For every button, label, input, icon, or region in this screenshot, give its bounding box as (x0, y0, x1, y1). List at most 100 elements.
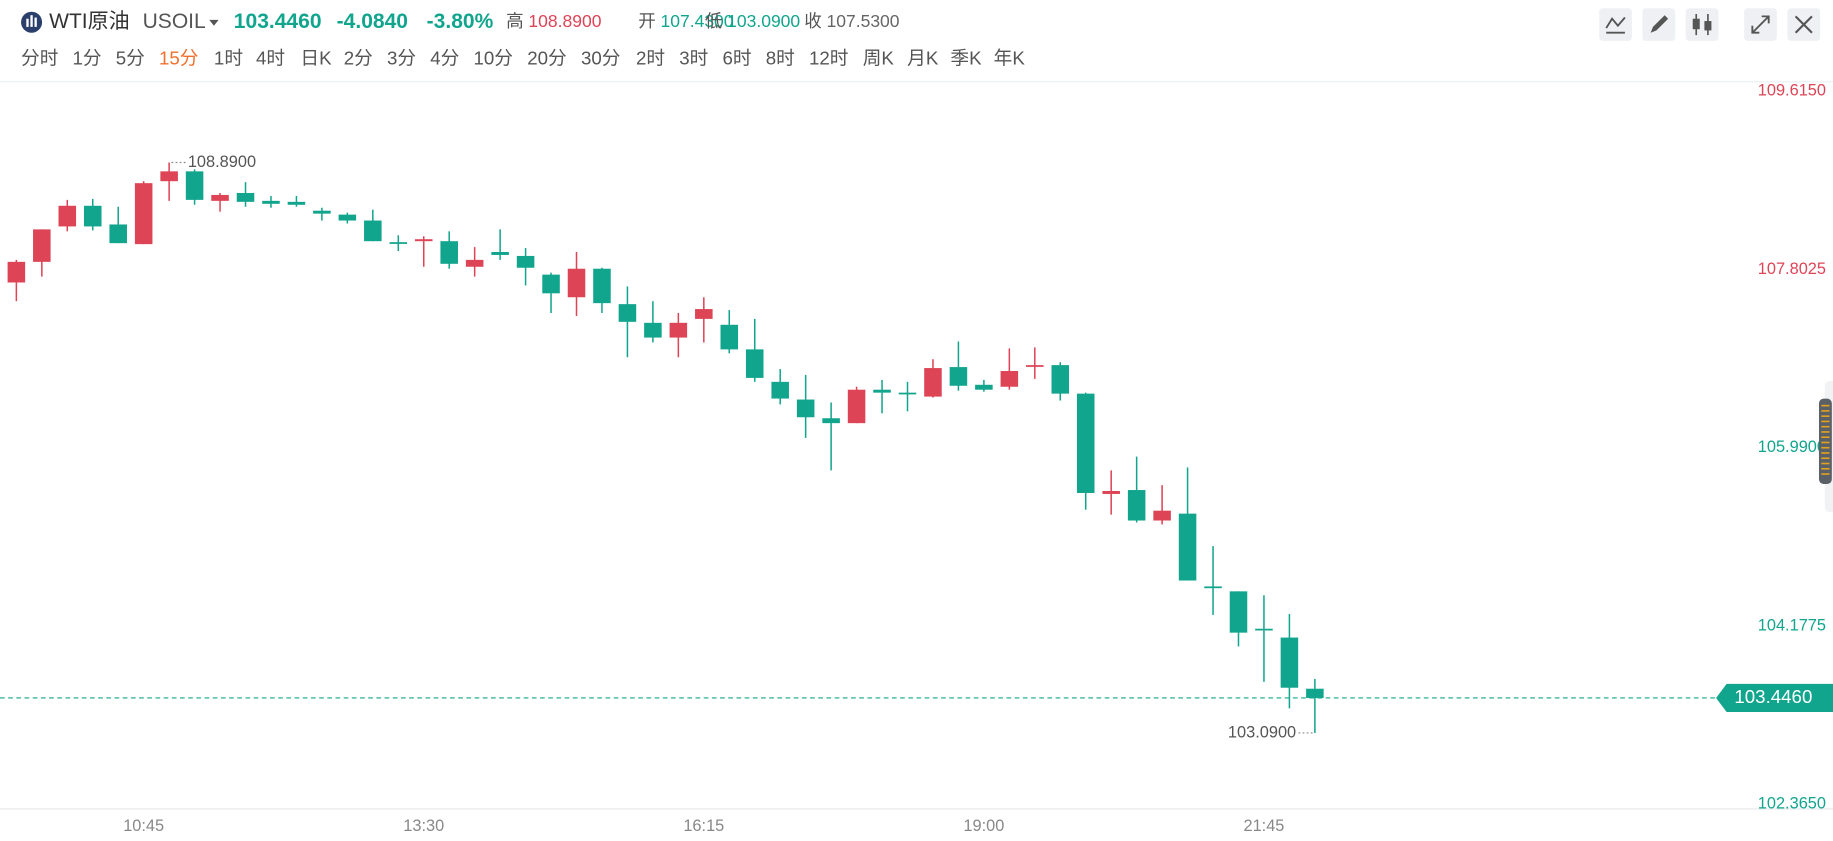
timeframe-tab[interactable]: 3分 (387, 48, 416, 69)
candle-body (58, 205, 77, 227)
plot-area: 102.3650 104.1775 105.9900 107.8025 109.6150… (0, 82, 1833, 835)
price-change-pct: -3.80% (427, 10, 494, 33)
candle-body (236, 192, 255, 202)
candle-body (160, 171, 178, 182)
high-value: 108.8900 (528, 11, 601, 31)
timeframe-tab[interactable]: 日K (300, 48, 332, 69)
timeframe-tab[interactable]: 30分 (581, 48, 620, 69)
candle-body (618, 304, 637, 322)
open-value: 107.4300 (660, 11, 733, 31)
x-tick-label: 16:15 (683, 817, 724, 835)
logo-bar (30, 15, 33, 27)
scale-slider-handle[interactable] (1818, 398, 1832, 484)
timeframe-tab[interactable]: 15分 (159, 48, 198, 69)
candle-body (414, 239, 433, 242)
x-tick-label: 10:45 (123, 817, 164, 835)
dropdown-arrow[interactable] (209, 19, 219, 26)
last-price: 103.4460 (234, 10, 322, 33)
y-tick-label: 105.9900 (1758, 438, 1826, 456)
candle-body (847, 389, 866, 424)
candle-body (1306, 688, 1324, 698)
timeframe-tab[interactable]: 6时 (722, 48, 751, 69)
chart-type-button[interactable] (1685, 8, 1719, 41)
candle-body (720, 324, 739, 350)
candle-body (771, 381, 789, 399)
timeframe-tab[interactable]: 2时 (636, 48, 665, 69)
candle-body (83, 205, 102, 227)
candle-body (33, 229, 51, 262)
candle-body (465, 259, 484, 267)
candle-body (796, 399, 815, 418)
candle-body (1051, 365, 1070, 394)
candle-body (949, 367, 968, 386)
candle-body (389, 242, 408, 244)
candle-body (975, 384, 993, 390)
candle-body (593, 268, 611, 304)
toolbar (1599, 8, 1821, 41)
instrument-name[interactable]: WTI原油 (49, 9, 130, 33)
candle-body (1102, 491, 1120, 494)
indicator-button[interactable] (1599, 8, 1632, 41)
low-caption: 低 (705, 11, 723, 31)
timeframe-tab[interactable]: 3时 (679, 48, 708, 69)
last-price-label: 103.4460 (1734, 686, 1812, 707)
candle-body (516, 255, 535, 268)
timeframe-tab[interactable]: 10分 (473, 48, 512, 69)
candle-body (924, 368, 942, 397)
candle-body (1255, 628, 1273, 631)
draw-icon (1650, 15, 1669, 33)
timeframe-tab[interactable]: 4分 (430, 48, 459, 69)
timeframe-tab[interactable]: 4时 (256, 48, 285, 69)
candle-body (822, 418, 840, 424)
candle-body (491, 252, 509, 255)
x-tick-label: 19:00 (963, 817, 1004, 835)
timeframe-tab[interactable]: 12时 (809, 48, 848, 69)
timeframe-tab[interactable]: 5分 (116, 48, 145, 69)
candle-body (185, 171, 204, 200)
candle-body (1229, 591, 1248, 633)
candle-body (7, 261, 26, 283)
header: WTI原油 USOIL 103.4460 -4.0840 -3.80% 高 10… (21, 9, 900, 33)
candle-body (134, 183, 153, 245)
candle-body (287, 201, 306, 205)
timeframe-tab[interactable]: 月K (907, 48, 939, 69)
candle-body (567, 268, 586, 298)
max-label: 108.8900 (188, 153, 256, 171)
candle-body (211, 194, 229, 201)
timeframe-tabs: 分时 1分 5分 15分 1时 4时 日K 2分 3分 4分 10分 20分 30分 2时 3时 6时 8时 12… (21, 48, 1025, 69)
x-tick-label: 13:30 (403, 817, 444, 835)
indicator-icon (1605, 16, 1626, 34)
instrument-symbol[interactable]: USOIL (143, 10, 206, 33)
timeframe-tab[interactable]: 1时 (214, 48, 243, 69)
candle-body (1127, 490, 1146, 521)
candle-body (669, 322, 688, 338)
candle-body (109, 224, 127, 244)
close-caption: 收 (804, 11, 822, 31)
timeframe-tab[interactable]: 8时 (766, 48, 795, 69)
chart-type-icon (1692, 18, 1700, 30)
candle-body (873, 389, 891, 393)
candle-body (542, 274, 560, 294)
candle-body (695, 309, 713, 319)
candle-body (898, 392, 917, 395)
min-label: 103.0900 (1228, 723, 1296, 741)
timeframe-tab[interactable]: 2分 (344, 48, 373, 69)
logo-bar (34, 17, 37, 27)
y-tick-label: 109.6150 (1758, 82, 1826, 100)
timeframe-tab[interactable]: 20分 (527, 48, 566, 69)
candle-body (262, 200, 280, 204)
timeframe-tab[interactable]: 1分 (72, 48, 101, 69)
fullscreen-icon (1751, 15, 1770, 34)
timeframe-tab[interactable]: 周K (863, 48, 895, 69)
y-tick-label: 102.3650 (1758, 795, 1826, 813)
y-tick-label: 104.1775 (1758, 616, 1826, 634)
y-tick-label: 107.8025 (1758, 260, 1826, 278)
candle-body (1178, 513, 1197, 581)
logo-bar (26, 18, 29, 27)
timeframe-tab[interactable]: 分时 (21, 48, 58, 69)
timeframe-tab[interactable]: 年K (994, 48, 1026, 69)
candle-body (1153, 510, 1171, 521)
timeframe-tab[interactable]: 季K (950, 48, 982, 69)
